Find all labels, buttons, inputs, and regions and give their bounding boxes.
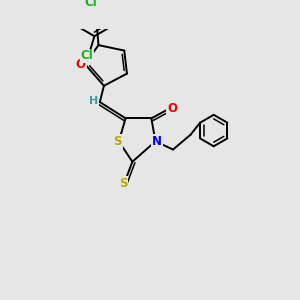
Text: O: O — [167, 102, 177, 115]
Text: O: O — [76, 58, 86, 70]
Text: H: H — [89, 96, 98, 106]
Text: N: N — [152, 135, 162, 148]
Text: S: S — [113, 135, 122, 148]
Text: Cl: Cl — [80, 50, 93, 62]
Text: S: S — [118, 177, 127, 190]
Text: Cl: Cl — [84, 0, 97, 9]
